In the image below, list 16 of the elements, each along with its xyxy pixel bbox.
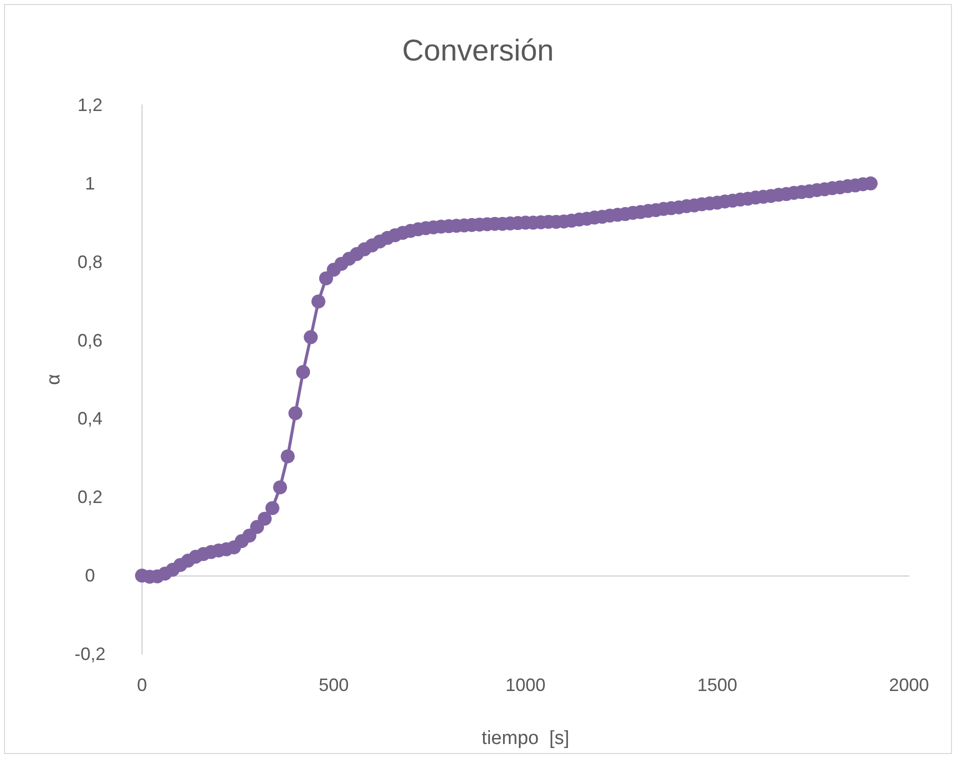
y-axis-title: α: [44, 374, 65, 385]
y-tick-label: 0,6: [77, 330, 103, 350]
y-tick-label: -0,2: [74, 644, 106, 664]
y-tick-label: 1,2: [77, 95, 103, 115]
x-tick-label: 0: [136, 675, 148, 695]
x-tick-label: 500: [318, 675, 349, 695]
y-tick-label: 0,4: [77, 408, 103, 429]
y-tick-label: 1: [84, 173, 96, 194]
x-tick-label: 1000: [505, 675, 546, 695]
y-tick-label: 0: [84, 566, 96, 586]
x-tick-label: 1500: [697, 675, 738, 695]
chart-title: Conversión: [402, 34, 554, 68]
x-axis-title: tiempo [s]: [482, 728, 570, 749]
x-tick-label: 2000: [888, 675, 930, 695]
y-tick-label: 0,8: [77, 252, 103, 272]
y-tick-label: 0,2: [77, 487, 103, 508]
